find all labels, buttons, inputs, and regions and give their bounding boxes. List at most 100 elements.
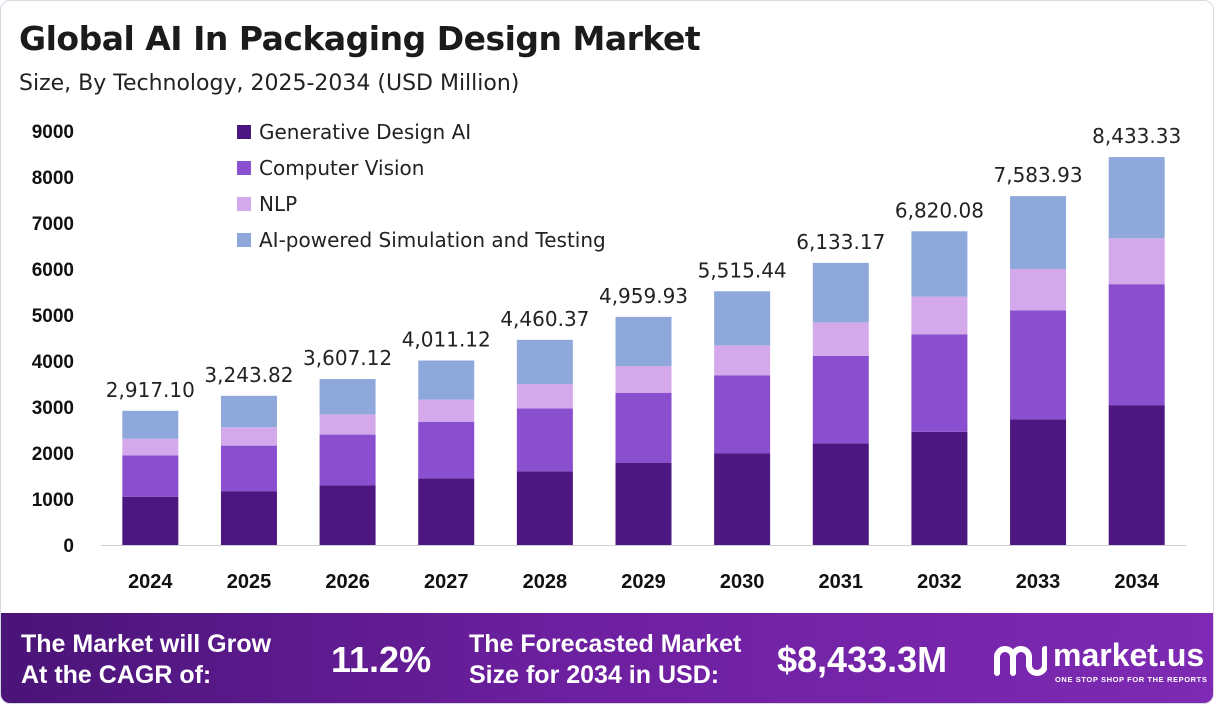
bar-segment <box>418 399 475 422</box>
bar-segment <box>1010 269 1067 311</box>
x-tick-label: 2029 <box>621 571 666 593</box>
bar-segment <box>220 445 277 492</box>
bar-segment <box>319 485 376 545</box>
forecast-value: $8,433.3M <box>777 639 948 680</box>
x-tick-label: 2026 <box>325 571 370 593</box>
bar-segment <box>122 496 179 545</box>
bar-segment <box>911 431 968 545</box>
bar-segment <box>911 296 968 335</box>
x-tick-label: 2027 <box>424 571 469 593</box>
chart-title: Global AI In Packaging Design Market <box>19 19 701 58</box>
bar-segment <box>122 410 179 439</box>
bar-segment <box>1108 238 1165 285</box>
forecast-label-line1: The Forecasted Market <box>469 630 742 658</box>
cagr-label: The Market will Grow At the CAGR of: <box>21 629 271 691</box>
bar-total-label: 3,243.82 <box>204 363 293 387</box>
y-tick-label: 7000 <box>32 214 74 235</box>
bar-segment <box>911 334 968 432</box>
bar-segment <box>319 434 376 486</box>
bar-total-label: 3,607.12 <box>303 346 392 370</box>
bar-segment <box>812 262 869 323</box>
x-tick-label: 2024 <box>128 571 173 593</box>
bar-segment <box>812 322 869 356</box>
bar-segment <box>1010 419 1067 545</box>
bar-segment <box>220 491 277 545</box>
logo-tagline: ONE STOP SHOP FOR THE REPORTS <box>1055 675 1208 684</box>
chart-subtitle: Size, By Technology, 2025-2034 (USD Mill… <box>19 71 520 96</box>
x-tick-label: 2033 <box>1016 571 1061 593</box>
bar-total-label: 4,959.93 <box>599 284 688 308</box>
bar-segment <box>319 414 376 435</box>
y-tick-label: 6000 <box>32 260 74 281</box>
legend-swatch <box>237 233 251 247</box>
bar-segment <box>319 379 376 415</box>
y-tick-label: 3000 <box>32 398 74 419</box>
bar-segment <box>615 392 672 463</box>
bar-segment <box>516 408 573 472</box>
x-tick-label: 2034 <box>1114 571 1159 593</box>
bar-total-label: 6,820.08 <box>895 198 984 222</box>
y-tick-label: 5000 <box>32 306 74 327</box>
x-tick-label: 2031 <box>819 571 864 593</box>
bar-total-label: 4,011.12 <box>402 327 491 351</box>
legend-swatch <box>237 125 251 139</box>
bar-segment <box>1108 405 1165 545</box>
y-tick-label: 2000 <box>32 444 74 465</box>
legend-label: Computer Vision <box>259 156 424 180</box>
bar-segment <box>1010 310 1067 420</box>
bar-total-label: 5,515.44 <box>698 258 787 282</box>
cagr-label-line2: At the CAGR of: <box>21 661 212 689</box>
bar-total-label: 2,917.10 <box>106 378 195 402</box>
stacked-bar-chart: 0 1000 2000 3000 4000 5000 6000 7000 8000 9000 2,9… <box>32 120 1186 593</box>
legend-swatch <box>237 197 251 211</box>
bar-total-label: 8,433.33 <box>1092 124 1181 148</box>
forecast-label: The Forecasted Market Size for 2034 in U… <box>469 629 741 691</box>
legend-label: NLP <box>259 192 297 216</box>
bar-segment <box>418 478 475 545</box>
x-tick-label: 2030 <box>720 571 765 593</box>
forecast-label-line2: Size for 2034 in USD: <box>469 661 720 689</box>
bar-segment <box>615 316 672 367</box>
market-us-logo-icon <box>994 646 1047 676</box>
bar-segment <box>516 384 573 409</box>
bar-total-label: 4,460.37 <box>500 307 589 331</box>
y-tick-label: 0 <box>63 536 74 557</box>
bar-segment <box>418 360 475 400</box>
bar-segment <box>122 438 179 456</box>
legend-label: AI-powered Simulation and Testing <box>259 228 606 252</box>
legend-label: Generative Design AI <box>259 120 471 144</box>
y-tick-label: 9000 <box>32 122 74 143</box>
bar-segment <box>220 395 277 428</box>
legend-swatch <box>237 161 251 175</box>
cagr-value: 11.2% <box>331 639 432 680</box>
bar-segment <box>615 366 672 393</box>
x-tick-label: 2025 <box>227 571 272 593</box>
bar-segment <box>615 462 672 545</box>
x-tick-label: 2028 <box>523 571 568 593</box>
bar-segment <box>516 471 573 545</box>
market-us-logo: market.us ONE STOP SHOP FOR THE REPORTS <box>993 637 1207 689</box>
y-tick-label: 4000 <box>32 352 74 373</box>
x-tick-label: 2032 <box>917 571 962 593</box>
cagr-label-line1: The Market will Grow <box>21 630 272 658</box>
bar-segment <box>812 355 869 444</box>
bar-segment <box>1108 157 1165 239</box>
bar-segment <box>516 339 573 384</box>
bar-segment <box>220 427 277 446</box>
bar-segment <box>122 455 179 497</box>
y-tick-label: 1000 <box>32 490 74 511</box>
bar-segment <box>911 231 968 297</box>
bar-segment <box>714 375 771 454</box>
bar-total-label: 7,583.93 <box>994 163 1083 187</box>
y-tick-label: 8000 <box>32 168 74 189</box>
footer-banner: The Market will Grow At the CAGR of: 11.… <box>1 613 1213 703</box>
bar-segment <box>714 291 771 346</box>
bar-segment <box>418 421 475 479</box>
bar-total-label: 6,133.17 <box>796 230 885 254</box>
bar-segment <box>1108 284 1165 406</box>
bar-segment <box>1010 196 1067 269</box>
bar-segment <box>714 345 771 376</box>
bar-segment <box>812 443 869 545</box>
logo-text: market.us <box>1053 637 1205 673</box>
